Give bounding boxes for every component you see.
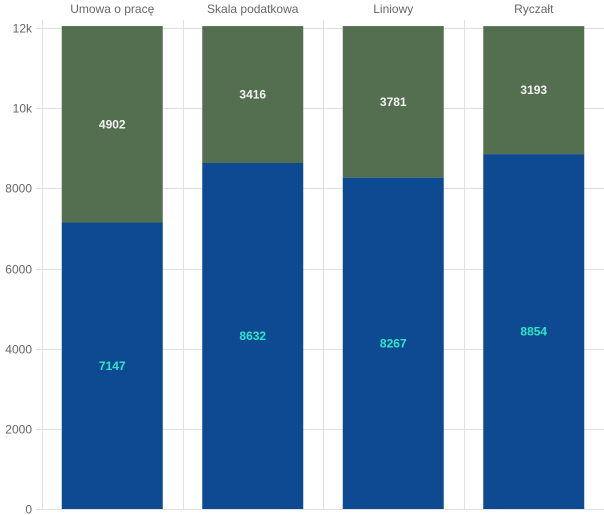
bar-segment — [202, 163, 304, 509]
bar-value-label: 8267 — [380, 336, 407, 350]
y-tick-label: 6000 — [5, 263, 32, 277]
bar-segment — [483, 26, 585, 155]
y-tick-label: 4000 — [5, 343, 32, 357]
x-category-label: Ryczałt — [514, 2, 554, 16]
bar-segment — [61, 222, 163, 509]
x-category-label: Liniowy — [373, 2, 413, 16]
bar-value-label: 3781 — [380, 95, 407, 109]
y-tick-label: 2000 — [5, 423, 32, 437]
y-tick-label: 10k — [13, 102, 33, 116]
bar-segment — [202, 26, 304, 164]
bar-segment — [61, 26, 163, 223]
y-tick-label: 8000 — [5, 182, 32, 196]
y-tick-label: 12k — [13, 22, 33, 36]
bar-segment — [483, 154, 585, 509]
bar-value-label: 7147 — [99, 359, 126, 373]
bar-segment — [342, 177, 444, 509]
x-category-label: Skala podatkowa — [207, 2, 299, 16]
y-tick-label: 0 — [25, 503, 32, 515]
bar-value-label: 3193 — [520, 83, 547, 97]
bar-value-label: 8632 — [239, 329, 266, 343]
bar-value-label: 8854 — [520, 325, 547, 339]
bar-segment — [342, 26, 444, 178]
bar-value-label: 4902 — [99, 117, 126, 131]
bar-value-label: 3416 — [239, 88, 266, 102]
x-category-label: Umowa o pracę — [70, 2, 154, 16]
